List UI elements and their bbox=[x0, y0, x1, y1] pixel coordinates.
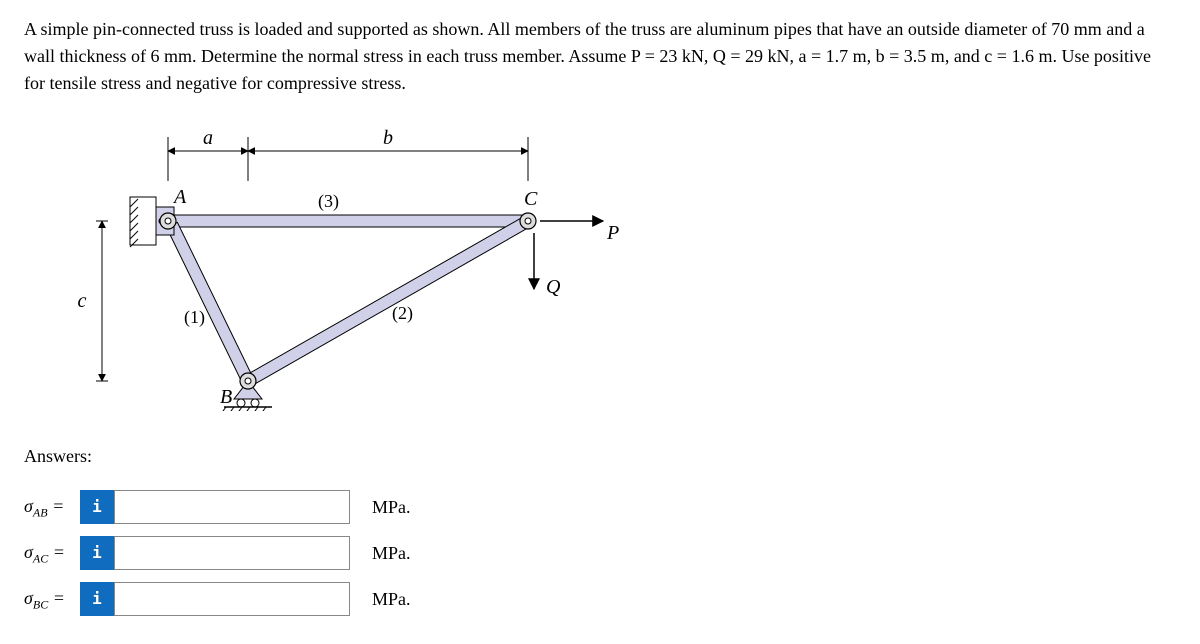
info-icon: i bbox=[80, 582, 114, 616]
answer-row-ab: σAB = i MPa. bbox=[24, 490, 1176, 524]
answer-input-ab[interactable] bbox=[114, 490, 350, 524]
problem-statement: A simple pin-connected truss is loaded a… bbox=[24, 16, 1176, 97]
answer-label-ab: σAB = bbox=[24, 493, 80, 522]
answer-label-ac: σAC = bbox=[24, 539, 80, 568]
answer-row-ac: σAC = i MPa. bbox=[24, 536, 1176, 570]
svg-text:A: A bbox=[172, 186, 187, 208]
svg-text:b: b bbox=[383, 127, 393, 149]
unit-ab: MPa. bbox=[372, 494, 411, 521]
answer-input-ac[interactable] bbox=[114, 536, 350, 570]
info-icon: i bbox=[80, 536, 114, 570]
svg-text:B: B bbox=[220, 386, 232, 408]
svg-text:(1): (1) bbox=[184, 307, 205, 328]
svg-text:C: C bbox=[524, 188, 538, 210]
answers-label: Answers: bbox=[24, 443, 1176, 470]
svg-text:a: a bbox=[203, 127, 213, 149]
svg-text:(2): (2) bbox=[392, 303, 413, 324]
answer-input-bc[interactable] bbox=[114, 582, 350, 616]
truss-svg: a b c P Q A B C (1) (2) (3) bbox=[48, 121, 628, 411]
answers-section: Answers: σAB = i MPa. σAC = i MPa. σBC =… bbox=[24, 443, 1176, 616]
unit-ac: MPa. bbox=[372, 540, 411, 567]
problem-text: A simple pin-connected truss is loaded a… bbox=[24, 19, 1151, 93]
svg-text:(3): (3) bbox=[318, 191, 339, 212]
svg-text:Q: Q bbox=[546, 276, 561, 298]
unit-bc: MPa. bbox=[372, 586, 411, 613]
answer-label-bc: σBC = bbox=[24, 585, 80, 614]
truss-diagram: a b c P Q A B C (1) (2) (3) bbox=[48, 121, 1176, 411]
svg-text:c: c bbox=[78, 290, 87, 312]
info-icon: i bbox=[80, 490, 114, 524]
svg-text:P: P bbox=[606, 222, 619, 244]
answer-row-bc: σBC = i MPa. bbox=[24, 582, 1176, 616]
